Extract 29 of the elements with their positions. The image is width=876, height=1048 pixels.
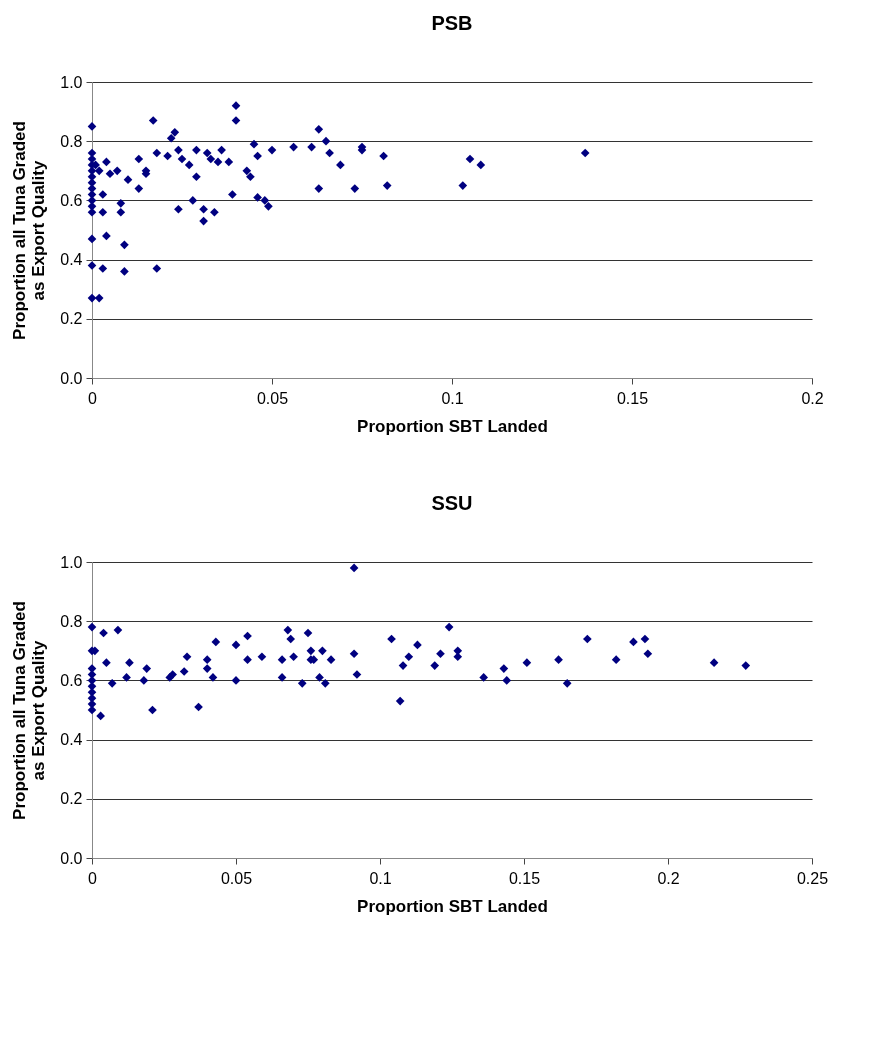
x-tick-label: 0 [88, 389, 98, 407]
y-axis-title: Proportion all Tuna Graded as Export Quality [10, 121, 49, 340]
x-tick-label: 0.2 [801, 389, 824, 407]
x-tick-label: 0.15 [616, 389, 649, 407]
x-tick-label: 0.25 [796, 869, 829, 887]
y-tick-label: 0.2 [60, 310, 83, 328]
x-tick-label: 0 [88, 869, 98, 887]
y-tick-label: 0.6 [60, 191, 83, 209]
x-axis-title: Proportion SBT Landed [357, 896, 548, 916]
y-axis-title: Proportion all Tuna Graded as Export Quality [10, 601, 49, 820]
y-tick-label: 0.0 [60, 849, 83, 867]
y-tick-label: 0.8 [60, 132, 83, 150]
y-tick-label: 0.8 [60, 612, 83, 630]
x-tick-label: 0.15 [508, 869, 541, 887]
y-tick-label: 0.6 [60, 671, 83, 689]
x-tick-label: 0.05 [220, 869, 253, 887]
y-tick-label: 0.0 [60, 369, 83, 387]
y-tick-label: 0.2 [60, 790, 83, 808]
y-tick-label: 1.0 [60, 553, 83, 571]
x-tick-label: 0.1 [441, 389, 464, 407]
x-tick-label: 0.2 [657, 869, 680, 887]
y-tick-label: 0.4 [60, 731, 83, 749]
chart-title: SSU [431, 492, 473, 514]
y-tick-label: 0.4 [60, 251, 83, 269]
y-tick-label: 1.0 [60, 73, 83, 91]
x-tick-label: 0.05 [256, 389, 289, 407]
chart-title: PSB [431, 12, 473, 34]
x-tick-label: 0.1 [369, 869, 392, 887]
x-axis-title: Proportion SBT Landed [357, 416, 548, 436]
